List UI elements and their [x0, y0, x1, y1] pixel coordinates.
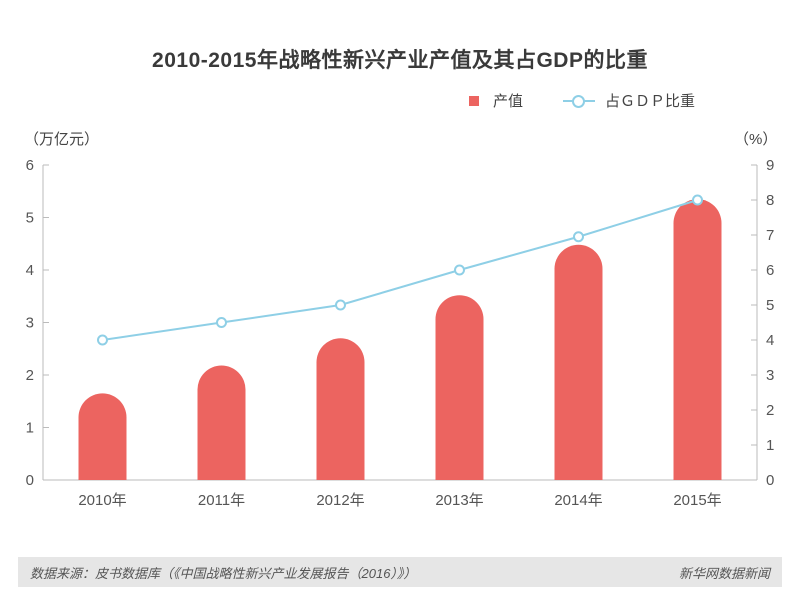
x-tick-label: 2013年 — [435, 492, 483, 509]
point-gdp-share — [97, 334, 108, 346]
chart-title: 2010-2015年战略性新兴产业产值及其占GDP的比重 — [152, 49, 648, 72]
legend-item-gdp-share: 占ＧＤＰ比重 — [562, 90, 695, 111]
x-tick-label: 2015年 — [673, 492, 721, 509]
publisher-credit: 新华网数据新闻 — [678, 565, 770, 581]
bar-output — [435, 295, 484, 480]
left-tick-label: 5 — [26, 210, 34, 227]
right-tick-label: 3 — [766, 367, 774, 384]
left-tick-label: 1 — [26, 420, 34, 437]
right-tick-label: 5 — [766, 297, 774, 314]
right-axis-unit: （%） — [734, 131, 778, 148]
legend: 产值 占ＧＤＰ比重 — [429, 90, 695, 111]
bar-output — [316, 338, 365, 480]
legend-label-gdp-share: 占ＧＤＰ比重 — [604, 93, 695, 110]
legend-swatch-line — [562, 94, 595, 108]
bar-output — [197, 365, 246, 480]
left-tick-label: 6 — [26, 157, 34, 174]
right-tick-label: 1 — [766, 437, 774, 454]
left-axis-unit: （万亿元） — [24, 131, 100, 148]
legend-item-output: 产值 — [468, 90, 523, 111]
point-gdp-share — [692, 194, 703, 206]
line-gdp-share — [102, 199, 698, 341]
point-gdp-share — [216, 317, 227, 328]
right-tick-label: 8 — [766, 192, 774, 209]
point-gdp-share — [573, 231, 584, 243]
bar-output — [78, 393, 127, 480]
x-tick-label: 2010年 — [78, 492, 126, 509]
point-gdp-share — [335, 299, 346, 311]
footer: 数据来源：皮书数据库（《中国战略性新兴产业发展报告（2016）》） 新华网数据新… — [18, 557, 782, 587]
left-tick-label: 3 — [26, 315, 34, 332]
point-gdp-share — [454, 264, 465, 276]
bar-output — [673, 199, 722, 480]
right-tick-label: 9 — [766, 157, 774, 174]
bar-output — [554, 244, 603, 480]
right-tick-label: 4 — [766, 332, 774, 349]
left-tick-label: 2 — [26, 367, 34, 384]
left-tick-label: 0 — [26, 472, 34, 489]
data-source: 数据来源：皮书数据库（《中国战略性新兴产业发展报告（2016）》） — [30, 565, 417, 581]
left-tick-label: 4 — [26, 262, 34, 279]
right-tick-label: 0 — [766, 472, 774, 489]
x-tick-label: 2012年 — [316, 492, 364, 509]
x-tick-label: 2014年 — [554, 492, 602, 509]
x-tick-label: 2011年 — [198, 492, 245, 509]
right-tick-label: 7 — [766, 227, 774, 244]
legend-swatch-bar — [468, 95, 479, 106]
right-tick-label: 6 — [766, 262, 774, 279]
legend-label-output: 产值 — [492, 93, 523, 110]
right-tick-label: 2 — [766, 402, 774, 419]
